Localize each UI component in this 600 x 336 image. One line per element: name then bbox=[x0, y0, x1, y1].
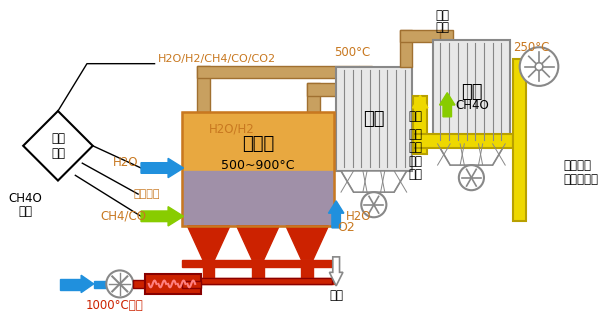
Polygon shape bbox=[187, 226, 230, 260]
Text: 气汽: 气汽 bbox=[409, 141, 422, 154]
Text: 蒸气: 蒸气 bbox=[409, 110, 422, 123]
Bar bbox=[203, 266, 214, 278]
Text: 甲醇: 甲醇 bbox=[18, 205, 32, 218]
Text: O2: O2 bbox=[337, 221, 355, 235]
Bar bbox=[413, 134, 513, 148]
Polygon shape bbox=[412, 95, 428, 117]
Text: 锰复合物: 锰复合物 bbox=[133, 189, 160, 199]
Text: 氧气: 氧气 bbox=[329, 289, 343, 302]
Bar bbox=[413, 95, 427, 154]
Bar bbox=[145, 274, 201, 294]
Bar bbox=[301, 266, 313, 278]
Text: H2O/H2: H2O/H2 bbox=[209, 123, 254, 136]
Bar bbox=[433, 40, 510, 144]
Text: 分离: 分离 bbox=[51, 132, 65, 144]
Text: 电机: 电机 bbox=[409, 168, 422, 181]
Text: 水蒸: 水蒸 bbox=[409, 128, 422, 141]
Bar bbox=[400, 30, 412, 67]
Bar bbox=[307, 83, 336, 95]
Polygon shape bbox=[141, 158, 184, 178]
Circle shape bbox=[361, 192, 386, 217]
Bar bbox=[182, 112, 334, 171]
Text: 气体: 气体 bbox=[436, 21, 449, 34]
Circle shape bbox=[535, 63, 543, 71]
Circle shape bbox=[106, 270, 133, 297]
Text: H2O/H2/CH4/CO/CO2: H2O/H2/CH4/CO/CO2 bbox=[157, 54, 275, 64]
Polygon shape bbox=[440, 93, 455, 117]
Bar bbox=[197, 66, 209, 112]
Text: 反应床: 反应床 bbox=[242, 135, 274, 153]
Text: 锅炉: 锅炉 bbox=[363, 110, 385, 128]
Bar bbox=[513, 59, 526, 221]
Polygon shape bbox=[329, 257, 343, 286]
Text: CH4O: CH4O bbox=[8, 192, 42, 205]
Bar bbox=[177, 278, 332, 284]
Text: 轮发: 轮发 bbox=[409, 155, 422, 168]
Polygon shape bbox=[437, 144, 505, 165]
Text: 500~900°C: 500~900°C bbox=[221, 159, 295, 172]
Text: 复合: 复合 bbox=[436, 9, 449, 22]
Bar bbox=[359, 66, 372, 119]
Text: CH4O: CH4O bbox=[455, 99, 489, 112]
Polygon shape bbox=[23, 111, 93, 180]
Bar bbox=[182, 112, 334, 226]
Polygon shape bbox=[341, 171, 407, 192]
Text: H2O: H2O bbox=[113, 156, 139, 169]
Text: 甲醇蒸汽: 甲醇蒸汽 bbox=[563, 159, 591, 172]
Text: 装置: 装置 bbox=[51, 147, 65, 160]
Polygon shape bbox=[236, 226, 279, 260]
Text: 250°C: 250°C bbox=[513, 41, 550, 54]
Bar bbox=[94, 281, 108, 288]
Bar bbox=[252, 266, 264, 278]
Text: CH4/CO: CH4/CO bbox=[101, 210, 146, 223]
Circle shape bbox=[459, 165, 484, 190]
Text: 500°C: 500°C bbox=[334, 46, 370, 59]
Bar bbox=[182, 278, 334, 284]
Bar bbox=[307, 83, 320, 112]
Bar bbox=[60, 279, 81, 290]
Polygon shape bbox=[328, 201, 344, 228]
Text: 1000°C熔盐: 1000°C熔盐 bbox=[86, 299, 144, 312]
Circle shape bbox=[520, 47, 559, 86]
Bar bbox=[440, 30, 453, 67]
Bar bbox=[197, 66, 359, 78]
Polygon shape bbox=[286, 226, 328, 260]
Polygon shape bbox=[81, 275, 94, 293]
Polygon shape bbox=[141, 207, 184, 226]
Bar bbox=[182, 281, 201, 288]
Bar bbox=[182, 171, 334, 226]
Text: 锅炉: 锅炉 bbox=[461, 83, 482, 101]
Bar bbox=[336, 67, 412, 171]
Bar bbox=[400, 30, 442, 42]
Text: H2O: H2O bbox=[346, 210, 371, 223]
Bar bbox=[133, 280, 145, 288]
Bar bbox=[182, 260, 334, 266]
Text: 汽轮发电机: 汽轮发电机 bbox=[563, 173, 598, 186]
